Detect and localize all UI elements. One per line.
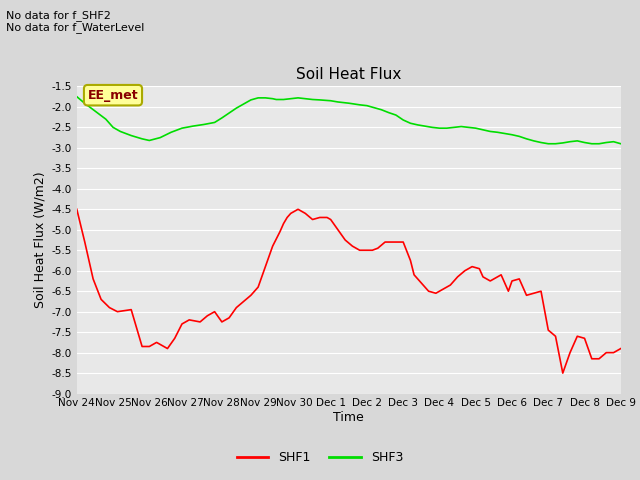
X-axis label: Time: Time — [333, 411, 364, 424]
Text: EE_met: EE_met — [88, 89, 138, 102]
Text: No data for f_SHF2
No data for f_WaterLevel: No data for f_SHF2 No data for f_WaterLe… — [6, 10, 145, 33]
Title: Soil Heat Flux: Soil Heat Flux — [296, 68, 401, 83]
Legend: SHF1, SHF3: SHF1, SHF3 — [232, 446, 408, 469]
Y-axis label: Soil Heat Flux (W/m2): Soil Heat Flux (W/m2) — [33, 172, 46, 308]
